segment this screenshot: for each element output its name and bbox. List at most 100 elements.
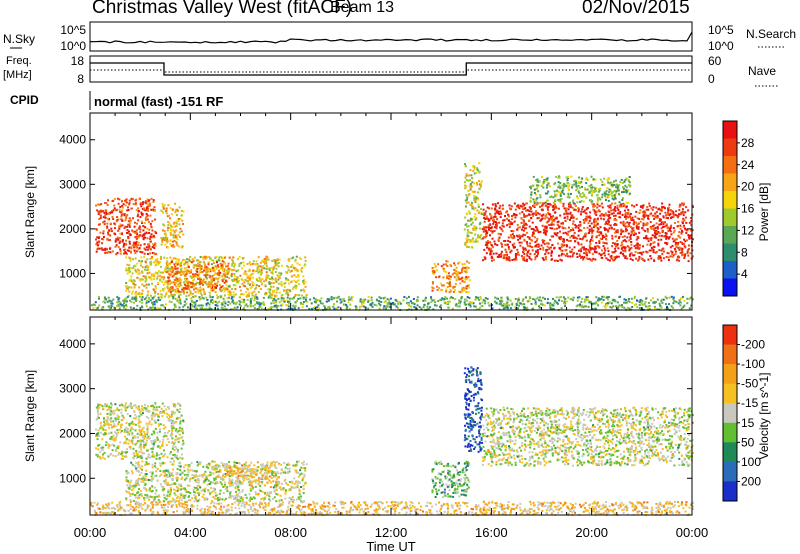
range-gate-cell [649,299,652,302]
range-gate-cell [280,280,283,283]
range-gate-cell [163,230,166,233]
range-gate-cell [670,233,673,236]
range-gate-cell [134,245,137,248]
range-gate-cell [252,283,255,286]
range-gate-cell [628,176,631,178]
range-gate-cell [140,211,143,214]
range-gate-cell [265,278,268,281]
range-gate-cell [362,305,365,308]
range-gate-cell [652,301,655,304]
range-gate-cell [295,255,298,258]
range-gate-cell [544,192,547,195]
range-gate-cell [110,307,112,309]
range-gate-cell [493,240,496,243]
range-gate-cell [653,245,655,248]
range-gate-cell [542,246,545,249]
range-gate-cell [623,180,626,183]
range-gate-cell [599,231,602,234]
range-gate-cell [617,255,620,258]
range-gate-cell [687,254,690,257]
range-gate-cell [130,280,133,282]
range-gate-cell [491,307,494,310]
range-gate-cell [293,279,296,282]
range-gate-cell [683,245,686,248]
range-gate-cell [176,277,179,280]
range-gate-cell [473,164,476,167]
range-gate-cell [259,304,262,307]
range-gate-cell [434,301,437,304]
range-gate-cell [285,278,288,281]
range-gate-cell [188,284,191,287]
range-gate-cell [677,220,680,223]
range-gate-cell [511,259,514,261]
range-gate-cell [125,286,128,289]
range-gate-cell [540,208,543,211]
range-gate-cell [686,239,688,242]
range-gate-cell [296,280,299,283]
range-gate-cell [524,306,526,309]
range-gate-cell [567,212,570,215]
range-gate-cell [102,236,105,238]
range-gate-cell [380,301,383,303]
range-gate-cell [476,191,479,194]
range-gate-cell [238,296,241,299]
range-gate-cell [624,255,627,258]
range-gate-cell [663,225,666,228]
range-gate-cell [591,239,594,242]
range-gate-cell [577,230,580,233]
range-gate-cell [690,224,693,227]
range-gate-cell [173,279,176,281]
range-gate-cell [479,306,482,309]
range-gate-cell [141,306,144,309]
range-gate-cell [163,305,166,308]
range-gate-cell [669,226,672,229]
range-gate-cell [609,216,612,219]
range-gate-cell [302,303,304,306]
range-gate-cell [555,207,558,210]
range-gate-cell [383,301,386,304]
range-gate-cell [593,210,596,213]
range-gate-cell [124,204,127,207]
range-gate-cell [448,277,451,280]
range-gate-cell [129,270,131,273]
range-gate-cell [464,181,466,184]
range-gate-cell [569,298,572,301]
range-gate-cell [653,258,655,261]
range-gate-cell [630,246,633,249]
range-gate-cell [288,259,290,262]
range-gate-cell [441,284,444,287]
range-gate-cell [208,306,211,309]
range-gate-cell [565,184,568,187]
range-gate-cell [223,305,226,308]
range-gate-cell [243,299,246,302]
range-gate-cell [210,278,213,281]
range-gate-cell [542,231,545,234]
range-gate-cell [105,202,108,204]
range-gate-cell [657,244,660,247]
range-gate-cell [467,286,470,289]
range-gate-cell [123,242,126,245]
range-gate-cell [117,238,120,241]
range-gate-cell [614,206,617,208]
range-gate-cell [514,216,517,219]
range-gate-cell [257,279,260,282]
range-gate-cell [359,298,362,301]
range-gate-cell [430,301,433,304]
range-gate-cell [495,225,498,228]
range-gate-cell [495,227,498,230]
range-gate-cell [299,297,302,300]
range-gate-cell [502,240,505,242]
range-gate-cell [192,295,195,298]
range-gate-cell [479,184,482,187]
range-gate-cell [281,294,284,296]
range-gate-cell [128,264,131,267]
range-gate-cell [117,229,120,232]
range-gate-cell [554,217,557,220]
range-gate-cell [145,216,148,219]
range-gate-cell [104,214,107,217]
range-gate-cell [202,304,204,307]
range-gate-cell [179,301,182,304]
range-gate-cell [169,233,172,236]
range-gate-cell [157,282,159,284]
range-gate-cell [196,276,199,278]
